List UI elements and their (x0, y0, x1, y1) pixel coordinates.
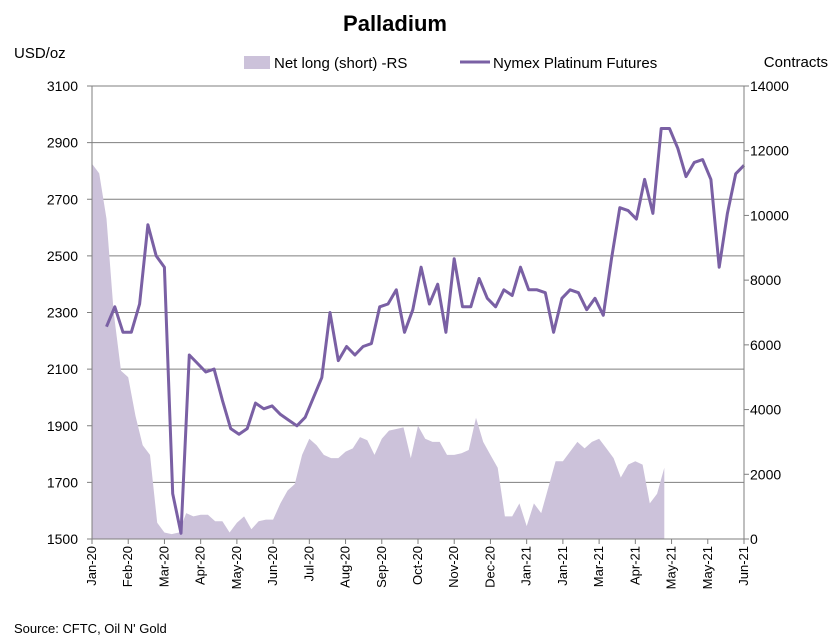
left-axis-label: USD/oz (14, 45, 66, 62)
x-tick-label: May-20 (229, 546, 244, 589)
chart-title: Palladium (343, 11, 447, 36)
left-tick-label: 2100 (47, 361, 78, 377)
right-tick-label: 4000 (750, 402, 781, 418)
source-note: Source: CFTC, Oil N' Gold (14, 621, 167, 636)
right-tick-label: 2000 (750, 466, 781, 482)
left-tick-label: 2700 (47, 191, 78, 207)
left-tick-label: 1500 (47, 531, 78, 547)
x-tick-label: Oct-20 (410, 546, 425, 585)
right-tick-label: 0 (750, 531, 758, 547)
right-tick-label: 12000 (750, 143, 789, 159)
legend-label-net-long: Net long (short) -RS (274, 55, 407, 72)
x-tick-label: Mar-21 (591, 546, 606, 587)
x-tick-label: Aug-20 (338, 546, 353, 588)
left-tick-label: 1700 (47, 474, 78, 490)
x-tick-label: May-21 (700, 546, 715, 589)
left-tick-label: 2500 (47, 248, 78, 264)
series-area-net-long (92, 163, 665, 539)
left-axis-ticks: 1500 1700 1900 2100 2300 2500 2700 2900 3100 (47, 78, 92, 547)
x-tick-label: Jun-20 (265, 546, 280, 586)
legend-label-platinum-futures: Nymex Platinum Futures (493, 55, 657, 72)
x-tick-label: Jan-21 (519, 546, 534, 586)
x-tick-label: Feb-20 (120, 546, 135, 587)
x-tick-label: Jan-21 (555, 546, 570, 586)
right-tick-label: 14000 (750, 78, 789, 94)
left-tick-label: 1900 (47, 418, 78, 434)
x-tick-label: Jun-21 (736, 546, 751, 586)
series-line-platinum-futures (105, 127, 746, 535)
right-axis-ticks: 0 2000 4000 6000 8000 10000 12000 14000 (744, 78, 789, 547)
x-tick-label: May-21 (664, 546, 679, 589)
x-tick-label: Nov-20 (446, 546, 461, 588)
gridlines (92, 142, 744, 483)
x-axis-ticks: Jan-20 Feb-20 Mar-20 Apr-20 May-20 Jun-20 Jul-… (84, 539, 751, 589)
legend-swatch-net-long (244, 56, 270, 69)
right-axis-label: Contracts (764, 54, 828, 71)
x-tick-label: Mar-20 (156, 546, 171, 587)
right-tick-label: 8000 (750, 272, 781, 288)
x-tick-label: Sep-20 (374, 546, 389, 588)
left-tick-label: 2300 (47, 305, 78, 321)
x-tick-label: Jul-20 (301, 546, 316, 581)
right-tick-label: 10000 (750, 207, 789, 223)
left-tick-label: 2900 (47, 135, 78, 151)
right-tick-label: 6000 (750, 337, 781, 353)
x-tick-label: Apr-20 (193, 546, 208, 585)
left-tick-label: 3100 (47, 78, 78, 94)
x-tick-label: Dec-20 (482, 546, 497, 588)
x-tick-label: Apr-21 (627, 546, 642, 585)
x-tick-label: Jan-20 (84, 546, 99, 586)
